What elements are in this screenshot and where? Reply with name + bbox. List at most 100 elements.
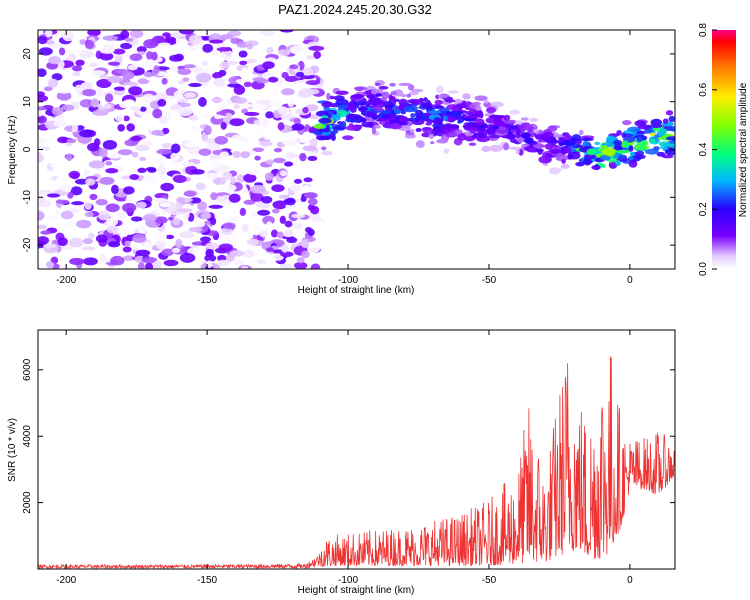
noise-cell <box>299 152 307 162</box>
ridge-cell <box>398 82 412 86</box>
ridge-cell <box>452 111 461 119</box>
noise-cell <box>307 155 318 162</box>
colorbar-ticks: 0.0 0.2 0.4 0.6 0.8 <box>698 23 717 276</box>
noise-cell <box>151 129 164 136</box>
noise-cell <box>162 127 170 135</box>
y-tick-label: 0 <box>22 146 33 152</box>
noise-cell <box>264 172 274 181</box>
noise-cell <box>139 156 147 162</box>
noise-cell <box>234 97 248 104</box>
ridge-cell <box>618 154 627 160</box>
noise-cell <box>177 68 192 75</box>
x-tick-label: -150 <box>197 575 217 586</box>
noise-cell <box>38 210 45 221</box>
ridge-cell <box>538 155 552 164</box>
ridge-cell <box>415 128 422 132</box>
noise-cell <box>168 46 176 52</box>
ridge-cell <box>504 119 518 125</box>
noise-cell <box>87 30 101 37</box>
ridge-cell <box>410 113 416 118</box>
noise-cell <box>169 66 177 73</box>
ridge-cell <box>345 102 356 111</box>
noise-cell <box>135 249 151 257</box>
noise-cell <box>270 229 279 238</box>
ridge-cell <box>629 151 636 157</box>
ridge-cell <box>318 117 332 124</box>
noise-cell <box>38 110 44 117</box>
noise-cell <box>152 155 168 164</box>
noise-cell <box>285 153 301 158</box>
noise-cell <box>267 36 276 43</box>
noise-cell <box>284 97 293 104</box>
ridge-cell <box>586 148 597 156</box>
noise-cell <box>55 177 68 187</box>
ridge-cell <box>578 129 584 136</box>
noise-cell <box>70 186 83 196</box>
x-tick-label: -50 <box>482 575 497 586</box>
ridge-cell <box>433 117 441 121</box>
noise-cell <box>170 152 180 162</box>
noise-cell <box>222 184 237 192</box>
ridge-cell <box>375 93 382 97</box>
ridge-cell <box>627 126 641 133</box>
noise-cell <box>161 142 173 149</box>
spectrogram-cells <box>38 30 675 269</box>
noise-cell <box>81 246 96 251</box>
noise-cell <box>294 118 301 126</box>
noise-cell <box>89 193 98 201</box>
ridge-cell <box>393 89 404 97</box>
noise-cell <box>201 60 208 67</box>
ridge-cell <box>535 148 544 153</box>
noise-cell <box>218 243 233 252</box>
noise-cell <box>105 217 119 227</box>
noise-cell <box>281 88 295 96</box>
noise-cell <box>112 48 126 55</box>
noise-cell <box>243 249 256 258</box>
noise-cell <box>124 240 131 247</box>
noise-cell <box>211 97 223 103</box>
ridge-cell <box>469 127 477 134</box>
ridge-cell <box>468 142 477 147</box>
noise-cell <box>74 84 83 94</box>
ridge-cell <box>472 101 481 106</box>
noise-cell <box>271 184 285 192</box>
noise-cell <box>214 135 229 145</box>
noise-cell <box>99 52 114 61</box>
noise-cell <box>212 72 223 79</box>
noise-cell <box>230 177 237 185</box>
ridge-cell <box>313 124 328 129</box>
noise-cell <box>216 47 232 52</box>
ridge-cell <box>378 85 389 90</box>
ridge-cell <box>348 123 354 128</box>
noise-cell <box>314 220 324 229</box>
noise-cell <box>142 140 153 147</box>
noise-cell <box>239 207 247 217</box>
ridge-cell <box>583 153 597 160</box>
noise-cell <box>169 54 183 62</box>
noise-cell <box>307 204 315 211</box>
noise-cell <box>136 46 147 53</box>
snr-x-axis-label: Height of straight line (km) <box>298 585 415 596</box>
ridge-cell <box>529 117 539 122</box>
noise-cell <box>298 135 310 143</box>
noise-cell <box>265 221 273 230</box>
noise-cell <box>135 201 147 209</box>
noise-cell <box>240 103 255 108</box>
ridge-cell <box>462 93 471 100</box>
noise-cell <box>80 82 90 90</box>
noise-cell <box>239 60 248 65</box>
ridge-cell <box>509 125 519 130</box>
ridge-cell <box>606 135 616 143</box>
noise-cell <box>227 60 239 65</box>
ridge-cell <box>509 109 520 115</box>
noise-cell <box>228 233 237 242</box>
noise-cell <box>46 261 55 269</box>
noise-cell <box>276 231 284 239</box>
noise-cell <box>89 224 101 231</box>
noise-cell <box>281 71 289 79</box>
ridge-cell <box>321 146 327 151</box>
noise-cell <box>303 177 313 183</box>
colorbar-tick-label: 0.8 <box>698 23 709 37</box>
ridge-cell <box>628 156 634 161</box>
noise-cell <box>62 31 75 42</box>
